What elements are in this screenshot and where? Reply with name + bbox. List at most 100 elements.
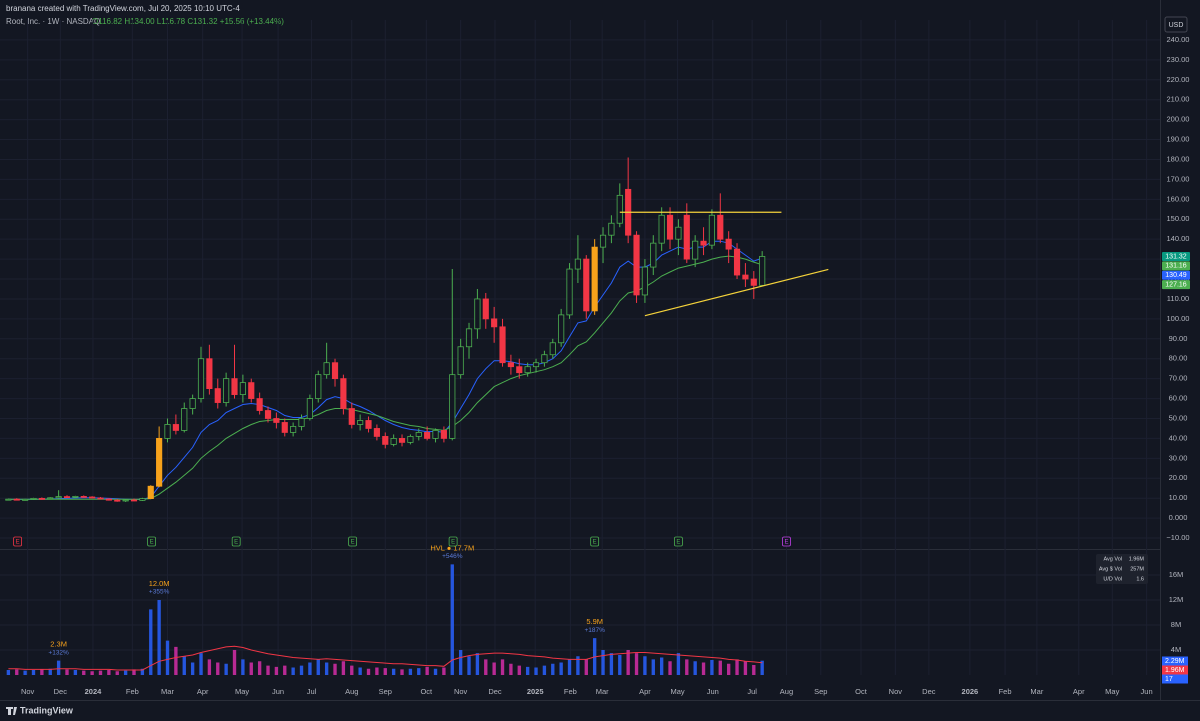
currency-button[interactable]	[1164, 16, 1188, 33]
volume-bar	[40, 669, 44, 675]
brand-logo	[6, 707, 17, 715]
price-label-box	[1162, 251, 1190, 261]
volume-bar	[65, 669, 69, 675]
volume-bar	[634, 653, 639, 675]
volume-bar	[567, 659, 572, 675]
candle-body	[55, 496, 62, 499]
x-tick-label: 2025	[527, 687, 544, 696]
candle-body	[156, 438, 163, 487]
volume-bar	[743, 661, 748, 675]
candle-body	[273, 418, 280, 423]
y-tick-label: 190.00	[1167, 135, 1190, 144]
volume-bar	[517, 665, 521, 675]
volume-bar	[668, 661, 672, 675]
y-tick-label: 160.00	[1167, 194, 1190, 203]
x-tick-label: Feb	[999, 687, 1012, 696]
candle-body	[474, 298, 481, 330]
candle-body	[38, 497, 45, 500]
candle-body	[315, 374, 322, 399]
candle-body	[650, 242, 657, 268]
candle-body	[122, 499, 129, 502]
candle-body	[80, 495, 87, 498]
candle-body	[97, 497, 104, 500]
volume-bar	[475, 653, 480, 675]
volume-bar	[391, 668, 396, 675]
volume-label-box	[1162, 656, 1188, 666]
candle-body	[742, 274, 749, 280]
candle-body	[130, 499, 138, 502]
x-tick-label: Jun	[1141, 687, 1153, 696]
volume-bar	[232, 650, 237, 675]
brand: TradingView	[20, 705, 74, 715]
candle-body	[524, 366, 531, 374]
earnings-label: E	[351, 539, 355, 545]
candle-body	[759, 256, 766, 286]
candle-body	[641, 266, 648, 296]
volume-bar	[685, 659, 689, 675]
earnings-label: E	[16, 539, 20, 545]
candle-body	[348, 408, 355, 425]
volume-bar	[551, 663, 555, 675]
volume-bar	[458, 650, 463, 675]
volume-bar	[659, 657, 664, 675]
volume-bar	[107, 670, 111, 675]
volume-bar	[425, 666, 429, 675]
volume-bar	[484, 659, 488, 675]
volume-annotation-change: +355%	[149, 589, 170, 596]
volume-bar	[576, 656, 580, 675]
volume-bar	[492, 662, 496, 675]
volume-bar	[324, 662, 329, 675]
volume-bar	[6, 670, 11, 675]
volume-bar	[266, 665, 270, 675]
candle-body	[733, 248, 741, 276]
candle-body	[181, 408, 188, 431]
volume-label-box	[1162, 674, 1188, 684]
volume-bar	[542, 665, 547, 675]
volume-bar	[190, 662, 195, 675]
candle-body	[541, 354, 548, 364]
volume-tick-label: 4M	[1171, 645, 1181, 654]
volume-bar	[98, 670, 103, 675]
candle-body	[306, 398, 313, 419]
volume-bar	[299, 665, 304, 675]
candle-body	[239, 382, 246, 395]
candle-body	[675, 226, 682, 240]
volume-info-value: 1.6	[1136, 576, 1144, 582]
volume-bar	[48, 668, 52, 675]
candle-body	[189, 398, 196, 409]
volume-bar	[350, 665, 354, 675]
y-tick-label: 100.00	[1167, 314, 1190, 323]
candle-body	[491, 318, 498, 328]
y-tick-label: 110.00	[1167, 294, 1189, 303]
volume-bar	[199, 653, 203, 675]
currency[interactable]: USD	[1169, 22, 1184, 29]
volume-label: 2.29M	[1165, 658, 1185, 665]
volume-annotation-change: +132%	[48, 649, 69, 656]
candle-body	[147, 485, 154, 499]
volume-bar	[308, 662, 312, 675]
candle-body	[164, 424, 171, 439]
y-tick-label: 30.00	[1169, 453, 1188, 462]
x-tick-label: May	[1105, 687, 1119, 696]
candle-body	[340, 378, 347, 409]
candle-body	[365, 420, 372, 429]
earnings-marker	[782, 536, 791, 547]
volume-bar	[676, 653, 681, 675]
y-tick-label: 80.00	[1169, 354, 1188, 363]
candle-body	[22, 498, 29, 501]
candle-body	[290, 426, 297, 433]
candle-body	[298, 418, 305, 427]
volume-bar	[182, 656, 186, 675]
candle-body	[449, 374, 456, 439]
price-label-box	[1162, 280, 1190, 290]
volume-bar	[752, 665, 756, 675]
candle-body	[331, 362, 339, 380]
earnings-marker	[231, 536, 241, 547]
candle-body	[717, 214, 724, 240]
volume-bar	[701, 662, 706, 675]
y-tick-label: 90.00	[1169, 334, 1188, 343]
x-tick-label: Aug	[345, 687, 358, 696]
candle-body	[725, 238, 732, 250]
x-tick-label: Nov	[454, 687, 468, 696]
y-tick-label: 60.00	[1169, 394, 1188, 403]
